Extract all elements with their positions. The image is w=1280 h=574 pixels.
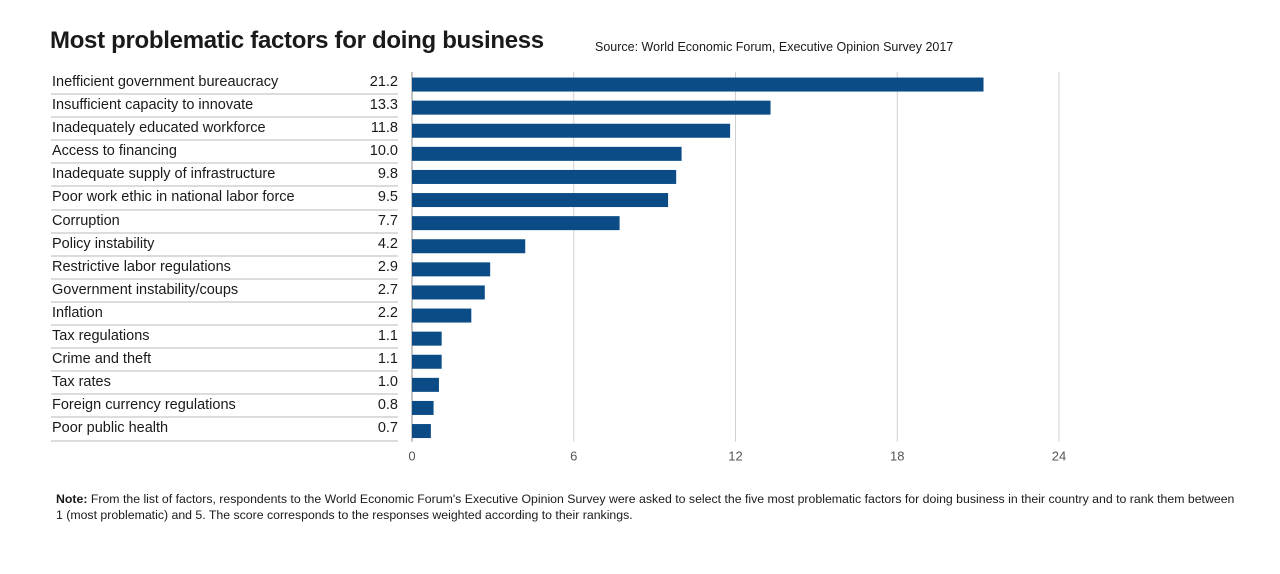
value-label: 7.7 — [377, 212, 398, 229]
value-label: 9.5 — [377, 189, 398, 206]
bar — [412, 331, 442, 346]
bar — [412, 377, 439, 392]
category-row: Inefficient government bureaucracy 21.2 — [51, 72, 398, 96]
value-label: 0.8 — [377, 397, 398, 414]
x-tick-label: 18 — [890, 449, 904, 464]
category-row: Poor public health 0.7 — [51, 418, 398, 442]
category-row: Tax regulations 1.1 — [51, 326, 398, 350]
category-label: Poor public health — [52, 420, 169, 437]
category-label: Foreign currency regulations — [52, 397, 236, 414]
category-row: Restrictive labor regulations 2.9 — [51, 257, 398, 280]
x-tick-label: 0 — [408, 449, 415, 464]
category-row: Crime and theft 1.1 — [51, 349, 398, 373]
category-row: Tax rates 1.0 — [51, 372, 398, 396]
value-label: 1.1 — [377, 351, 398, 368]
category-row: Inadequate supply of infrastructure 9.8 — [51, 164, 398, 188]
category-row: Poor work ethic in national labor force 9… — [51, 187, 398, 211]
value-label: 21.2 — [369, 74, 398, 90]
value-label: 2.9 — [377, 258, 398, 275]
bar — [412, 123, 731, 138]
value-label: 9.8 — [377, 166, 398, 183]
bar — [412, 77, 984, 92]
bar — [412, 354, 442, 369]
category-row: Insufficient capacity to innovate 13.3 — [51, 95, 398, 119]
category-row: Inflation 2.2 — [51, 303, 398, 327]
chart-title: Most problematic factors for doing busin… — [50, 27, 544, 54]
bar — [412, 400, 434, 415]
x-tick-label: 24 — [1052, 449, 1066, 464]
category-label: Insufficient capacity to innovate — [52, 97, 254, 114]
category-table: Inefficient government bureaucracy 21.2 In… — [51, 72, 398, 442]
value-label: 4.2 — [377, 235, 398, 252]
value-label: 10.0 — [369, 143, 398, 160]
bar — [412, 285, 485, 300]
source-note: Source: World Economic Forum, Executive … — [595, 40, 954, 54]
x-tick-label: 6 — [570, 449, 577, 464]
category-row: Policy instability 4.2 — [51, 234, 398, 257]
category-label: Poor work ethic in national labor force — [52, 189, 295, 206]
category-label: Tax rates — [52, 374, 111, 391]
value-label: 1.0 — [377, 374, 398, 391]
bar — [412, 308, 472, 323]
category-label: Tax regulations — [52, 328, 150, 345]
category-label: Corruption — [52, 212, 120, 229]
value-label: 2.2 — [377, 304, 398, 321]
bar — [412, 262, 491, 277]
bar — [412, 169, 677, 184]
bar — [412, 239, 526, 254]
footnote: Note: From the list of factors, responde… — [56, 491, 1236, 523]
bar — [412, 100, 771, 115]
category-label: Inadequately educated workforce — [52, 120, 266, 137]
value-label: 11.8 — [370, 120, 398, 137]
category-row: Inadequately educated workforce 11.8 — [51, 118, 398, 142]
value-label: 13.3 — [369, 97, 398, 114]
category-label: Inflation — [52, 304, 103, 321]
footnote-label: Note: — [56, 492, 88, 506]
category-label: Restrictive labor regulations — [52, 258, 231, 275]
category-row: Corruption 7.7 — [51, 211, 398, 234]
category-label: Policy instability — [52, 235, 155, 252]
x-tick-label: 12 — [728, 449, 742, 464]
category-row: Foreign currency regulations 0.8 — [51, 395, 398, 419]
category-label: Government instability/coups — [52, 281, 239, 298]
bar — [412, 193, 669, 208]
bar — [412, 146, 682, 161]
value-label: 0.7 — [377, 420, 398, 437]
bar — [412, 216, 620, 231]
category-label: Inefficient government bureaucracy — [52, 74, 279, 90]
value-label: 2.7 — [377, 281, 398, 298]
value-label: 1.1 — [377, 328, 398, 345]
bar — [412, 424, 431, 439]
category-row: Government instability/coups 2.7 — [51, 280, 398, 303]
category-row: Access to financing 10.0 — [51, 141, 398, 165]
category-label: Access to financing — [52, 143, 177, 160]
category-label: Inadequate supply of infrastructure — [52, 166, 276, 183]
footnote-text: From the list of factors, respondents to… — [56, 492, 1235, 522]
category-label: Crime and theft — [52, 351, 152, 368]
